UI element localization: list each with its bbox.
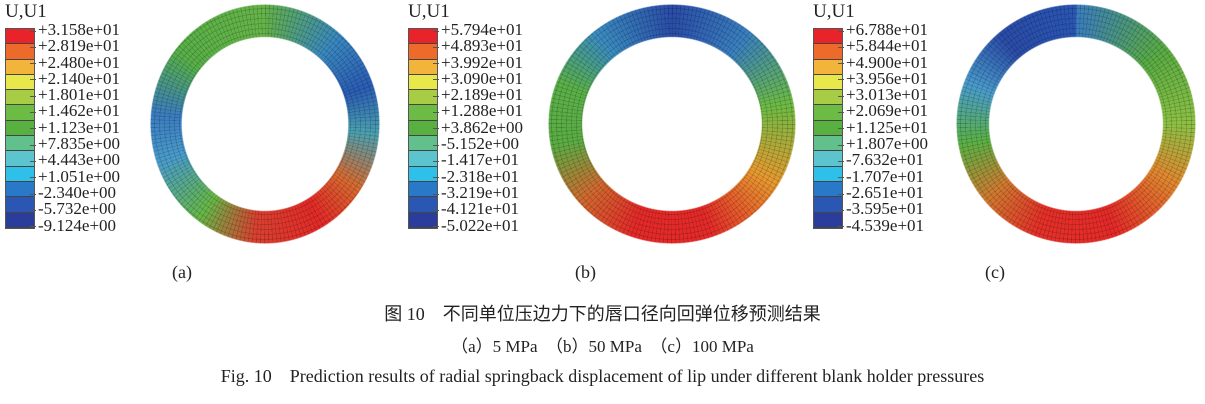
colorbar-swatch bbox=[6, 166, 34, 182]
colorbar-label: -5.022e+01 bbox=[441, 216, 523, 234]
colorbar-swatch bbox=[409, 136, 437, 152]
colorbar-label: +1.801e+01 bbox=[38, 85, 120, 105]
colorbar-label: +4.900e+01 bbox=[846, 52, 928, 72]
colorbar-swatch bbox=[409, 90, 437, 106]
legend-title: U,U1 bbox=[408, 1, 450, 22]
colorbar-swatch bbox=[409, 120, 437, 137]
colorbar-swatch bbox=[409, 181, 437, 198]
caption-cn-title: 图 10 不同单位压边力下的唇口径向回弹位移预测结果 bbox=[384, 304, 821, 324]
colorbar bbox=[5, 28, 35, 229]
colorbar-swatch bbox=[6, 212, 34, 228]
colorbar-label: -3.219e+01 bbox=[441, 184, 523, 201]
colorbar-label: +2.480e+01 bbox=[38, 52, 120, 72]
colorbar-swatch bbox=[409, 29, 437, 45]
colorbar-label: +1.123e+01 bbox=[38, 117, 120, 137]
colorbar-label: +7.835e+00 bbox=[38, 134, 120, 154]
colorbar-label: -3.595e+01 bbox=[846, 200, 928, 217]
subfigure-label: (b) bbox=[575, 262, 596, 282]
mesh-overlay bbox=[548, 4, 796, 244]
colorbar-swatch bbox=[409, 197, 437, 213]
colorbar-swatch bbox=[6, 120, 34, 137]
colorbar-label: +3.956e+01 bbox=[846, 68, 928, 88]
colorbar-label: +1.051e+00 bbox=[38, 166, 120, 186]
subfigure-label: (a) bbox=[172, 262, 192, 282]
colorbar-swatch bbox=[814, 151, 842, 167]
colorbar-labels: +5.794e+01 +4.893e+01 +3.992e+01 +3.090e+01… bbox=[441, 20, 523, 234]
colorbar-label: -2.651e+01 bbox=[846, 184, 928, 201]
colorbar-swatch bbox=[409, 44, 437, 60]
colorbar-label: +5.844e+01 bbox=[846, 36, 928, 56]
colorbar-labels: +3.158e+01 +2.819e+01 +2.480e+01 +2.140e+01… bbox=[38, 20, 120, 234]
colorbar-label: -5.732e+00 bbox=[38, 200, 120, 217]
colorbar-swatch bbox=[6, 197, 34, 213]
colorbar-swatch bbox=[6, 59, 34, 75]
colorbar bbox=[813, 28, 843, 229]
colorbar-swatch bbox=[6, 29, 34, 45]
colorbar-label: +3.992e+01 bbox=[441, 52, 523, 72]
colorbar-label: -1.417e+01 bbox=[441, 151, 523, 168]
colorbar-swatch bbox=[814, 29, 842, 45]
colorbar-swatch bbox=[814, 197, 842, 213]
colorbar-swatch bbox=[6, 90, 34, 106]
colorbar-swatch bbox=[814, 181, 842, 198]
colorbar-swatch bbox=[6, 136, 34, 152]
colorbar-label: -4.539e+01 bbox=[846, 216, 928, 234]
colorbar-swatch bbox=[6, 151, 34, 167]
caption-en-title: Fig. 10 Prediction results of radial spr… bbox=[220, 366, 985, 386]
colorbar-label: -7.632e+01 bbox=[846, 151, 928, 168]
colorbar-swatch bbox=[814, 105, 842, 121]
colorbar bbox=[408, 28, 438, 229]
legend-title: U,U1 bbox=[5, 1, 47, 22]
colorbar-swatch bbox=[814, 74, 842, 91]
colorbar-label: +4.893e+01 bbox=[441, 36, 523, 56]
subfigure-label: (c) bbox=[985, 262, 1005, 282]
colorbar-swatch bbox=[814, 136, 842, 152]
colorbar-swatch bbox=[814, 120, 842, 137]
colorbar-label: +1.125e+01 bbox=[846, 117, 928, 137]
colorbar-label: +1.462e+01 bbox=[38, 101, 120, 121]
colorbar-swatch bbox=[814, 90, 842, 106]
legend-title: U,U1 bbox=[813, 1, 855, 22]
colorbar-swatch bbox=[409, 59, 437, 75]
colorbar-label: +5.794e+01 bbox=[441, 20, 523, 39]
colorbar-swatch bbox=[409, 166, 437, 182]
colorbar-label: +3.158e+01 bbox=[38, 20, 120, 39]
colorbar-label: +2.819e+01 bbox=[38, 36, 120, 56]
colorbar-label: +2.189e+01 bbox=[441, 85, 523, 105]
colorbar-swatch bbox=[6, 44, 34, 60]
colorbar-label: +3.013e+01 bbox=[846, 85, 928, 105]
displacement-contour-ring bbox=[150, 4, 380, 244]
colorbar-swatch bbox=[6, 74, 34, 91]
colorbar-label: +1.807e+00 bbox=[846, 134, 928, 154]
colorbar-swatch bbox=[6, 105, 34, 121]
colorbar-label: +6.788e+01 bbox=[846, 20, 928, 39]
colorbar-swatch bbox=[409, 74, 437, 91]
colorbar-swatch bbox=[409, 212, 437, 228]
colorbar-label: -1.707e+01 bbox=[846, 168, 928, 185]
colorbar-swatch bbox=[409, 105, 437, 121]
colorbar-label: +1.288e+01 bbox=[441, 101, 523, 121]
colorbar-label: +3.090e+01 bbox=[441, 68, 523, 88]
colorbar-label: -4.121e+01 bbox=[441, 200, 523, 217]
colorbar-label: +3.862e+00 bbox=[441, 117, 523, 137]
colorbar-label: +2.140e+01 bbox=[38, 68, 120, 88]
mesh-overlay bbox=[150, 4, 380, 244]
colorbar-label: -2.318e+01 bbox=[441, 168, 523, 185]
colorbar-label: -2.340e+00 bbox=[38, 184, 120, 201]
colorbar-swatch bbox=[814, 212, 842, 228]
displacement-contour-ring bbox=[956, 4, 1196, 244]
colorbar-label: -5.152e+00 bbox=[441, 135, 523, 152]
colorbar-label: +4.443e+00 bbox=[38, 150, 120, 170]
colorbar-swatch bbox=[814, 59, 842, 75]
colorbar-swatch bbox=[814, 44, 842, 60]
colorbar-swatch bbox=[814, 166, 842, 182]
displacement-contour-ring bbox=[548, 4, 796, 244]
mesh-overlay bbox=[956, 4, 1196, 244]
caption-cn-subtitle: （a）5 MPa （b）50 MPa （c）100 MPa bbox=[451, 337, 754, 356]
colorbar-label: -9.124e+00 bbox=[38, 216, 120, 234]
colorbar-label: +2.069e+01 bbox=[846, 101, 928, 121]
colorbar-swatch bbox=[409, 151, 437, 167]
colorbar-swatch bbox=[6, 181, 34, 198]
colorbar-labels: +6.788e+01 +5.844e+01 +4.900e+01 +3.956e+01… bbox=[846, 20, 928, 234]
